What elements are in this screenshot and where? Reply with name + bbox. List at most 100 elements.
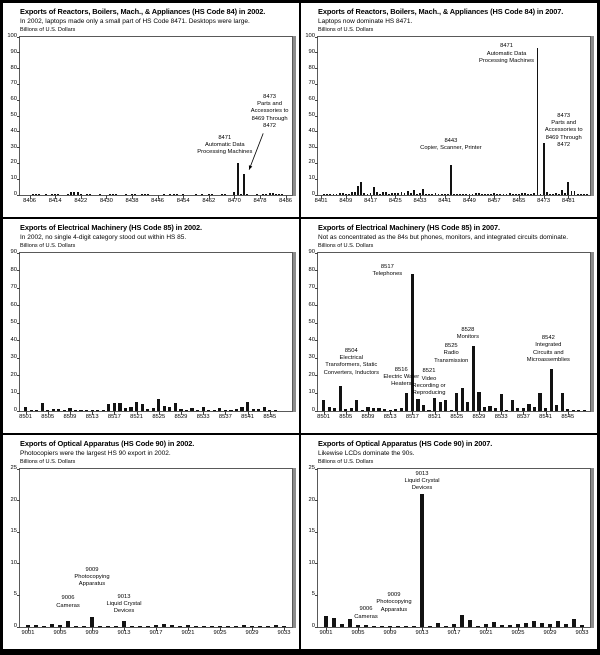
y-tick-label: 100: [7, 33, 17, 40]
x-tick-mark: [29, 195, 31, 199]
bar-8485: [579, 194, 582, 195]
x-tick-label: 8473: [537, 197, 551, 204]
x-tick-mark: [25, 411, 27, 415]
x-tick-label: 8533: [196, 413, 210, 420]
bar-8473: [243, 174, 245, 195]
x-tick-mark: [260, 195, 261, 199]
bar-8502: [327, 406, 331, 411]
chart-title: Exports of Electrical Machinery (HS Code…: [20, 223, 202, 232]
bar-8519: [421, 405, 426, 411]
bar-9012: [114, 626, 118, 627]
bar-9006: [66, 620, 70, 627]
bar-8541: [245, 402, 250, 411]
bar-8464: [514, 193, 517, 195]
bar-9014: [130, 626, 134, 627]
bar-8455: [487, 193, 489, 195]
y-tick-label: 20: [10, 159, 17, 166]
x-tick-mark: [106, 195, 108, 199]
y-tick-mark: [17, 322, 20, 324]
bar-8512: [85, 410, 89, 411]
bar-8441: [140, 193, 143, 195]
bar-9007: [74, 625, 78, 627]
x-tick-label: 8470: [227, 197, 241, 204]
y-tick-mark: [17, 305, 20, 307]
x-tick-label: 9025: [511, 629, 525, 636]
x-tick-mark: [568, 195, 570, 199]
bar-9024: [210, 626, 214, 627]
bar-9009: [388, 626, 392, 627]
x-tick-label: 8505: [41, 413, 55, 420]
x-tick-mark: [501, 411, 503, 415]
bar-8421: [381, 191, 384, 195]
annotation: 9013 Liquid Crystal Devices: [404, 470, 440, 492]
x-tick-mark: [486, 627, 487, 631]
bar-8425: [89, 194, 92, 195]
bar-9023: [500, 625, 504, 627]
bar-8537: [223, 409, 227, 411]
bar-8475: [548, 193, 551, 195]
y-tick-mark: [315, 178, 318, 180]
x-tick-mark: [47, 411, 49, 415]
bar-9008: [82, 626, 86, 627]
bar-8422: [79, 193, 82, 195]
x-tick-mark: [454, 627, 455, 631]
chart-title: Exports of Reactors, Boilers, Mach., & A…: [20, 7, 266, 16]
y-tick-mark: [17, 178, 20, 180]
x-tick-mark: [69, 411, 71, 415]
x-tick-label: 8509: [361, 413, 375, 420]
x-tick-label: 8446: [151, 197, 165, 204]
x-tick-label: 8529: [472, 413, 486, 420]
y-tick-mark: [17, 468, 20, 470]
x-tick-mark: [80, 195, 82, 199]
bar-8434: [422, 189, 424, 195]
annotation: 8443 Copier, Scanner, Printer: [420, 138, 482, 152]
bar-9033: [580, 625, 584, 627]
x-tick-label: 9029: [245, 629, 259, 636]
bar-8510: [73, 410, 78, 411]
bar-8522: [140, 403, 144, 411]
x-tick-mark: [252, 627, 253, 631]
bar-9025: [516, 624, 520, 627]
bar-8473: [542, 142, 545, 195]
y-axis-label: Billions of U.S. Dollars: [20, 459, 76, 465]
y-axis-label: Billions of U.S. Dollars: [20, 243, 76, 249]
bar-8419: [375, 192, 378, 195]
bar-9031: [564, 623, 568, 627]
bar-8512: [383, 409, 387, 411]
x-tick-label: 8545: [263, 413, 277, 420]
annotation: 8516 Electric Water Heaters: [383, 366, 420, 388]
bar-9030: [258, 626, 262, 627]
x-tick-label: 8541: [539, 413, 553, 420]
bar-9029: [250, 626, 254, 627]
y-tick-mark: [315, 410, 318, 412]
x-tick-mark: [390, 627, 391, 631]
x-tick-mark: [60, 627, 61, 631]
bar-8477: [555, 193, 557, 195]
bar-8461: [505, 194, 508, 195]
bar-9002: [332, 617, 336, 627]
bar-8413: [51, 194, 53, 195]
bar-9003: [340, 624, 344, 627]
bar-8422: [385, 192, 387, 195]
x-tick-label: 8422: [74, 197, 88, 204]
y-tick-label: 70: [10, 284, 17, 291]
y-tick-label: 20: [308, 496, 315, 503]
x-tick-label: 8457: [487, 197, 501, 204]
bar-8539: [532, 406, 537, 411]
bar-9010: [98, 625, 102, 627]
bar-8525: [455, 392, 459, 411]
x-tick-label: 8449: [463, 197, 476, 204]
annotation: 8473 Parts and Accessories to 8469 Throu…: [544, 112, 583, 148]
x-tick-mark: [124, 627, 125, 631]
annotation: 9013 Liquid Crystal Devices: [106, 593, 142, 615]
bar-8511: [79, 409, 83, 411]
bar-9013: [122, 620, 126, 627]
bar-8516: [405, 393, 409, 411]
x-tick-mark: [412, 411, 414, 415]
annotation: 8521 Video Recording or Reproducing: [412, 368, 446, 397]
x-tick-mark: [203, 411, 205, 415]
bar-8414: [54, 194, 57, 195]
bar-9004: [348, 619, 352, 627]
bar-8420: [73, 191, 76, 195]
bar-8483: [275, 193, 277, 195]
